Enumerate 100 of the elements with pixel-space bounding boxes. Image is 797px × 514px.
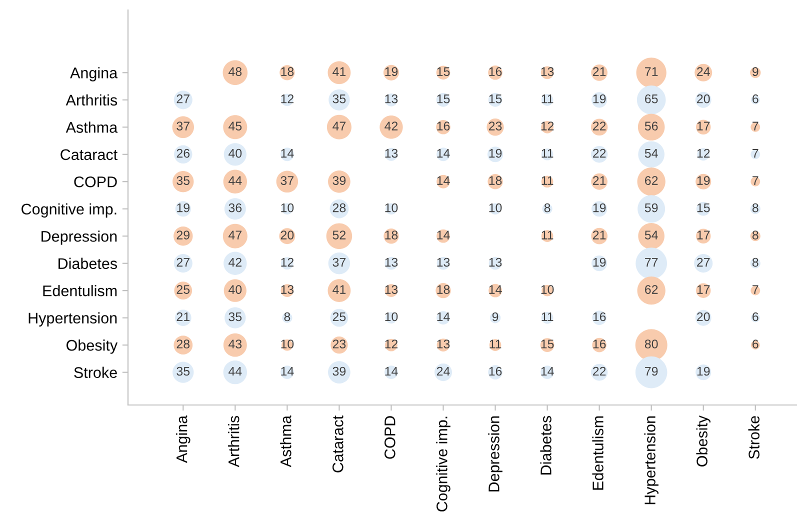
data-label: 62 xyxy=(645,176,658,185)
x-tick-label: Angina xyxy=(176,415,190,463)
data-label: 19 xyxy=(385,67,398,76)
data-label: 41 xyxy=(332,285,346,294)
data-label: 8 xyxy=(284,312,290,322)
data-label: 10 xyxy=(385,203,398,212)
x-tick-label: Edentulism xyxy=(592,416,604,490)
data-label: 59 xyxy=(644,203,658,212)
data-label: 41 xyxy=(332,67,346,76)
data-label: 47 xyxy=(228,230,242,240)
data-label: 16 xyxy=(489,366,502,376)
y-tick-label: Cataract xyxy=(60,149,118,160)
data-label: 65 xyxy=(645,94,658,104)
data-label: 10 xyxy=(281,203,294,212)
data-label: 7 xyxy=(752,285,758,294)
data-label: 71 xyxy=(645,67,658,76)
data-label: 79 xyxy=(645,366,658,376)
data-label: 14 xyxy=(489,285,502,294)
data-label: 25 xyxy=(332,312,346,322)
y-tick-label: Arthritis xyxy=(66,94,118,106)
data-label: 6 xyxy=(752,340,758,348)
data-label: 77 xyxy=(645,258,658,267)
data-label: 35 xyxy=(332,94,346,104)
data-label: 13 xyxy=(385,94,398,104)
data-label: 37 xyxy=(280,176,294,185)
data-label: 13 xyxy=(489,258,502,267)
data-label: 15 xyxy=(489,94,502,104)
data-label: 40 xyxy=(228,148,242,158)
data-label: 13 xyxy=(437,340,450,348)
data-label: 21 xyxy=(592,67,606,76)
data-label: 14 xyxy=(281,149,294,158)
y-tick-label: COPD xyxy=(74,176,117,188)
y-tick-label: Angina xyxy=(70,67,118,82)
data-label: 27 xyxy=(176,94,190,104)
data-label: 11 xyxy=(542,176,554,185)
data-label: 14 xyxy=(437,230,450,240)
data-label: 14 xyxy=(281,366,294,376)
data-label: 42 xyxy=(228,258,242,267)
data-label: 11 xyxy=(542,94,554,104)
y-tick-label: Diabetes xyxy=(58,258,118,270)
data-label: 29 xyxy=(176,230,190,240)
data-label: 80 xyxy=(644,340,658,348)
data-label: 7 xyxy=(752,122,758,130)
data-label: 47 xyxy=(332,122,346,130)
data-label: 26 xyxy=(176,148,190,158)
data-label: 13 xyxy=(385,285,398,294)
y-tick-label: Edentulism xyxy=(43,285,117,296)
data-label: 44 xyxy=(228,366,242,376)
data-label: 9 xyxy=(492,312,498,322)
data-label: 43 xyxy=(228,340,242,348)
y-tick-label: Hypertension xyxy=(28,312,117,327)
data-label: 16 xyxy=(437,122,450,130)
x-tick-label: Hypertension xyxy=(644,416,658,504)
data-label: 27 xyxy=(697,258,710,267)
data-label: 8 xyxy=(752,258,758,267)
data-label: 12 xyxy=(385,340,398,348)
data-label: 6 xyxy=(752,94,758,104)
data-label: 22 xyxy=(592,366,606,376)
data-label: 10 xyxy=(281,340,294,348)
data-label: 17 xyxy=(697,285,710,294)
data-label: 19 xyxy=(489,148,502,158)
data-label: 21 xyxy=(592,230,606,240)
data-label: 15 xyxy=(437,67,450,76)
y-tick-label: Stroke xyxy=(74,366,117,378)
data-label: 28 xyxy=(332,203,346,212)
x-tick-label: Depression xyxy=(488,416,502,492)
data-label: 18 xyxy=(489,176,502,185)
data-label: 10 xyxy=(385,312,398,322)
data-label: 7 xyxy=(752,176,758,185)
data-label: 54 xyxy=(644,230,658,240)
data-label: 11 xyxy=(542,230,554,240)
data-label: 37 xyxy=(176,122,190,130)
x-tick-label: Cognitive imp. xyxy=(436,416,450,512)
data-label: 35 xyxy=(176,176,190,185)
data-label: 36 xyxy=(228,203,242,212)
x-tick-label: Asthma xyxy=(280,415,292,468)
data-label: 19 xyxy=(697,176,710,185)
data-label: 11 xyxy=(542,312,554,322)
data-label: 16 xyxy=(489,67,502,76)
data-label: 14 xyxy=(437,176,450,185)
data-label: 13 xyxy=(437,258,450,267)
data-label: 12 xyxy=(697,148,710,158)
data-label: 9 xyxy=(752,67,758,76)
data-label: 15 xyxy=(697,203,710,212)
data-label: 15 xyxy=(437,94,450,104)
data-label: 13 xyxy=(385,148,398,158)
data-label: 37 xyxy=(332,258,346,267)
data-label: 6 xyxy=(752,312,758,322)
data-label: 14 xyxy=(385,366,398,376)
data-label: 23 xyxy=(488,122,502,130)
y-tick-label: Cognitive imp. xyxy=(22,203,116,218)
data-label: 19 xyxy=(593,203,606,212)
data-label: 14 xyxy=(541,366,554,376)
x-tick-label: Obesity xyxy=(696,415,710,466)
data-label: 35 xyxy=(228,312,242,322)
data-label: 12 xyxy=(281,94,294,104)
data-label: 24 xyxy=(436,366,450,376)
data-label: 12 xyxy=(541,122,554,130)
data-label: 14 xyxy=(437,149,450,158)
data-label: 39 xyxy=(332,366,346,376)
